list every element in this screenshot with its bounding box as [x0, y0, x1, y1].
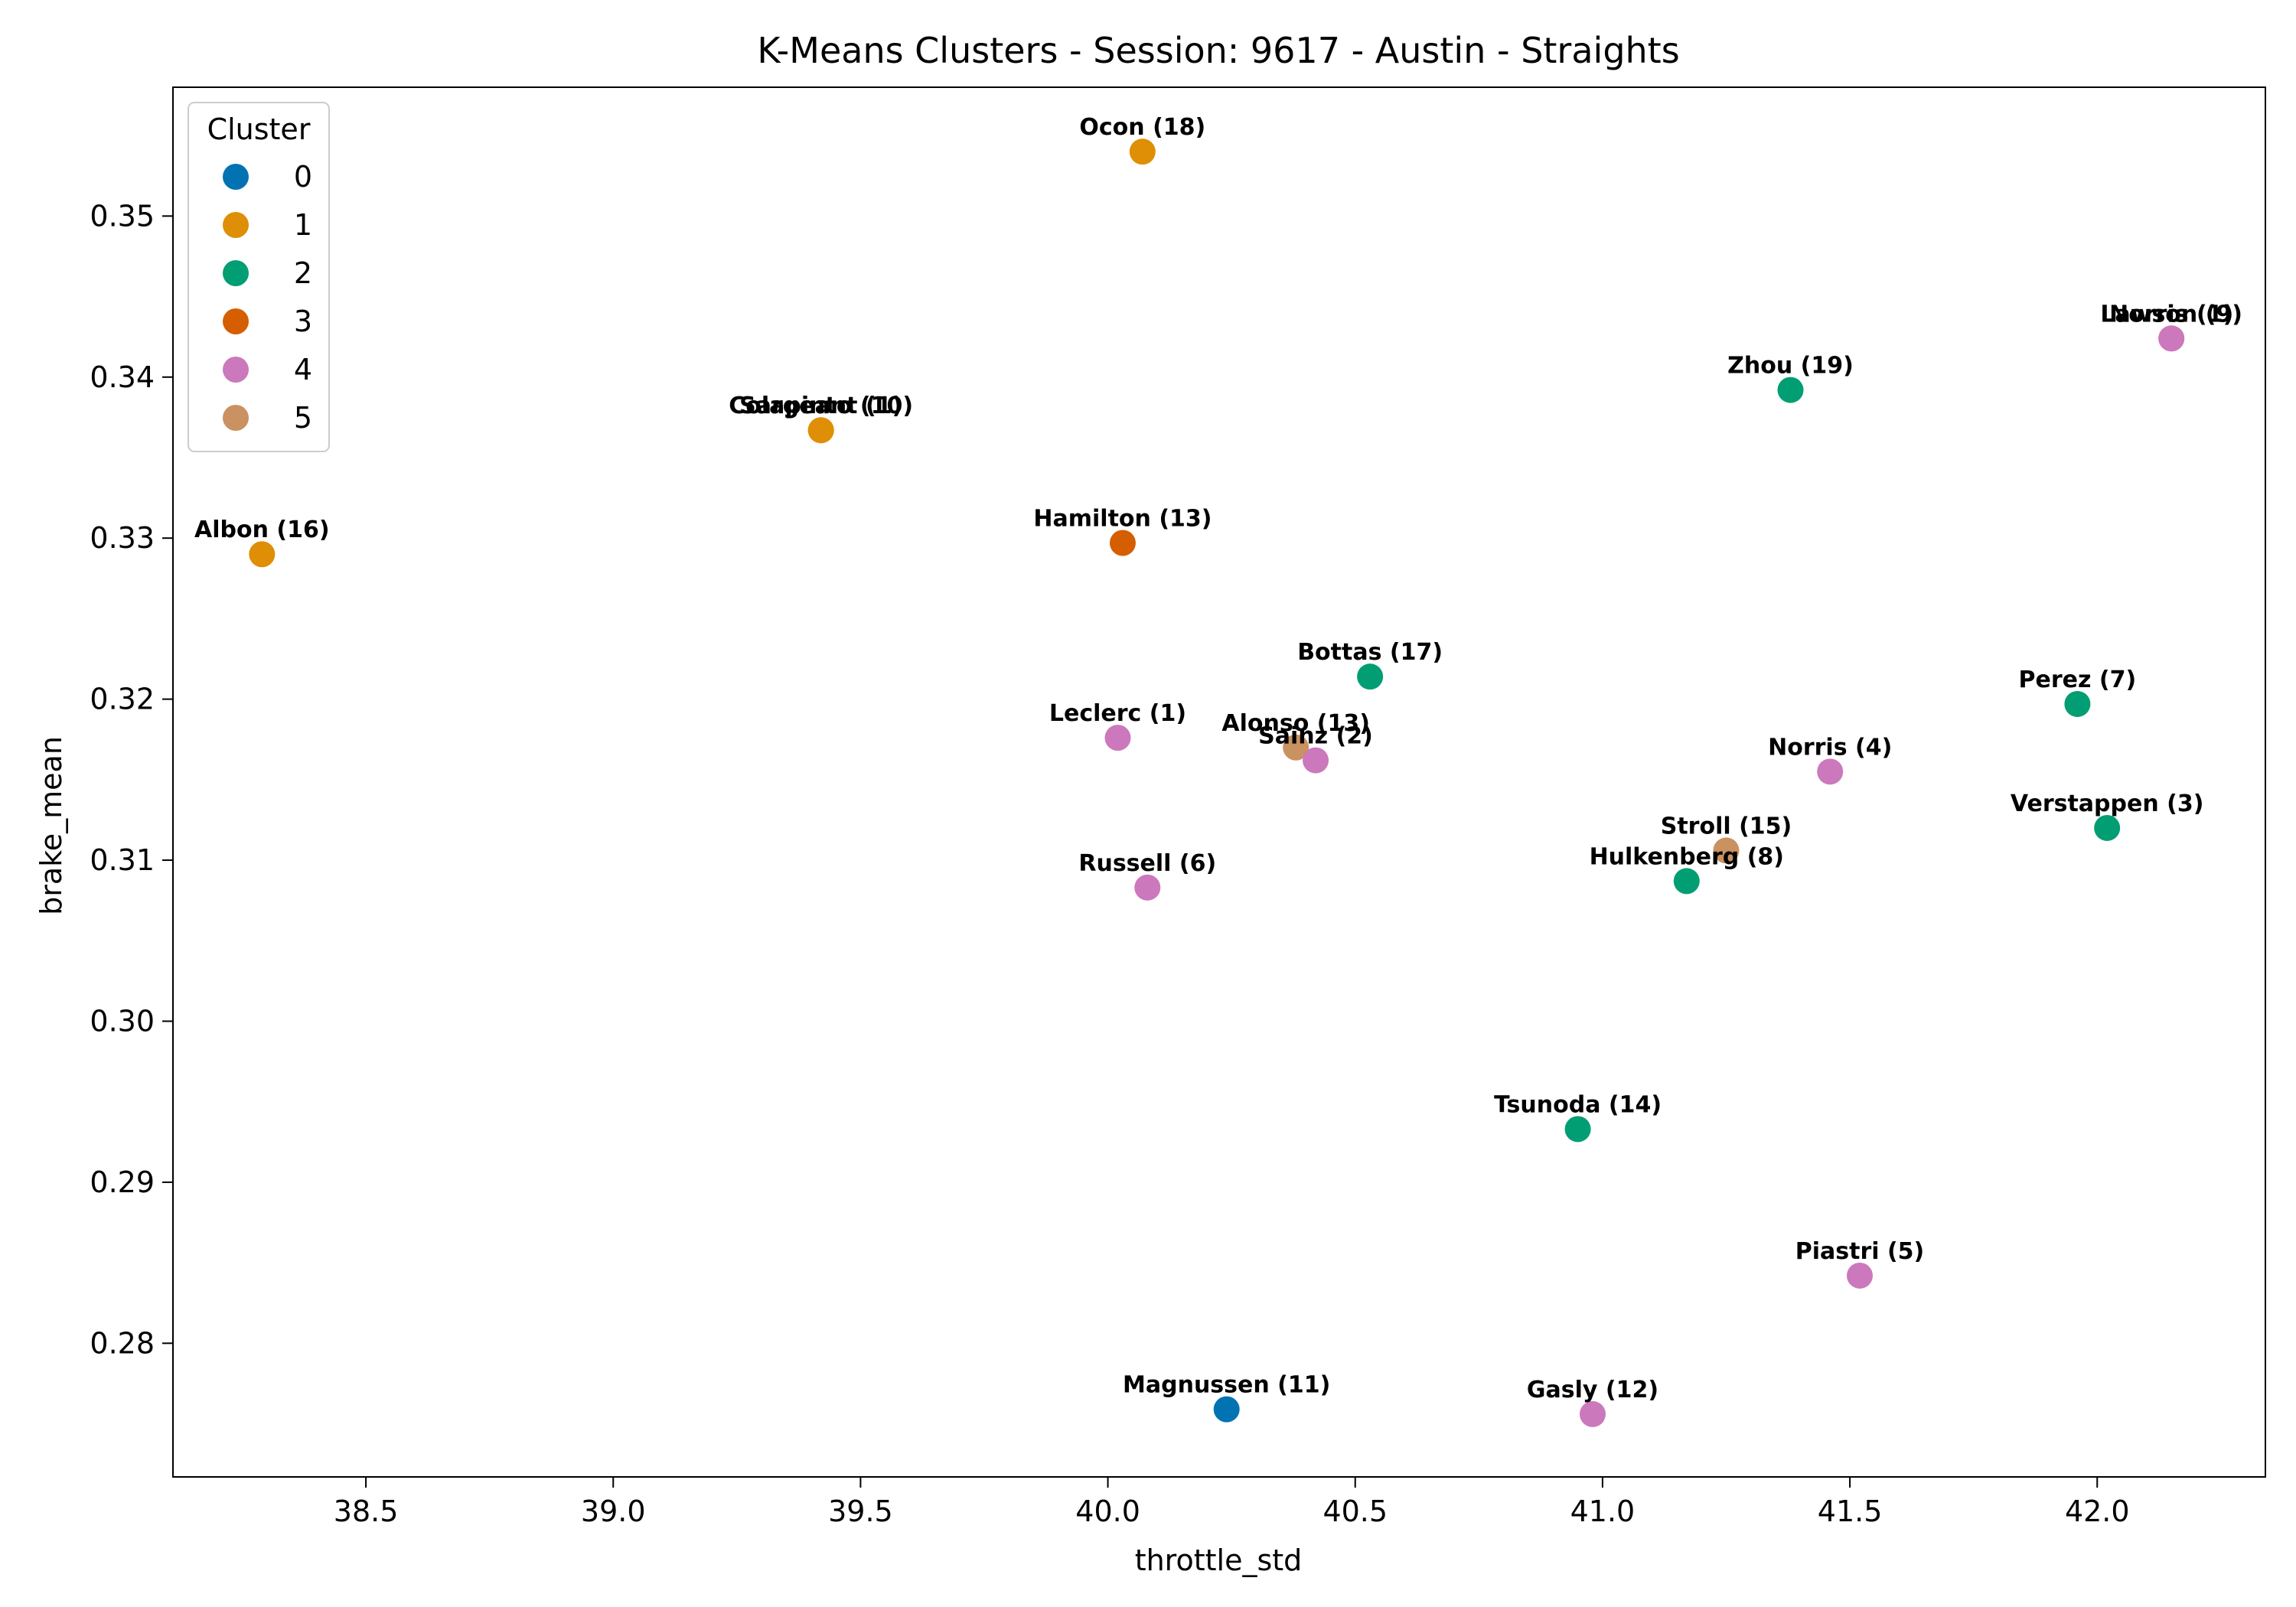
- points-layer: [249, 139, 2185, 1427]
- chart-title: K-Means Clusters - Session: 9617 - Austi…: [757, 30, 1679, 71]
- data-point: [1777, 376, 1804, 403]
- x-tick-label: 42.0: [2065, 1495, 2130, 1528]
- data-point-label: Lawson (9): [2100, 301, 2242, 328]
- legend-marker: [223, 212, 249, 238]
- data-point: [1134, 874, 1161, 901]
- data-point-label: Colapinto (10): [729, 393, 913, 419]
- data-point: [1673, 868, 1700, 895]
- data-point-label: Ocon (18): [1079, 114, 1205, 141]
- y-tick-label: 0.31: [90, 843, 155, 877]
- data-point: [1104, 725, 1131, 751]
- data-point: [1303, 747, 1329, 774]
- data-point-label: Sainz (2): [1258, 723, 1373, 750]
- data-point-label: Stroll (15): [1661, 813, 1792, 839]
- data-point-label: Sargeant (1): [739, 393, 902, 419]
- legend-marker: [223, 260, 249, 286]
- y-tick-label: 0.34: [90, 360, 155, 394]
- legend-entry-label: 4: [294, 353, 312, 386]
- data-point-label: Albon (16): [194, 517, 330, 543]
- data-point: [2094, 814, 2121, 841]
- data-point: [2158, 325, 2185, 352]
- data-point-label: Zhou (19): [1727, 353, 1854, 380]
- legend-entry-label: 0: [294, 160, 312, 194]
- data-point: [2064, 690, 2091, 717]
- legend-marker: [223, 164, 249, 190]
- legend: Cluster 0 1 2 3 4 5: [188, 102, 330, 452]
- data-point-label: Norris (1): [2109, 301, 2233, 328]
- data-point: [1129, 139, 1156, 165]
- legend-entry-label: 2: [294, 256, 312, 290]
- data-point: [1713, 837, 1740, 864]
- data-point-label: Perez (7): [2019, 667, 2137, 693]
- y-tick-label: 0.30: [90, 1004, 155, 1038]
- y-tick-label: 0.35: [90, 199, 155, 233]
- x-axis: 38.5 39.0 39.5 40.0 40.5 41.0 41.5 42.0: [334, 1477, 2130, 1528]
- data-point-label: Alonso (13): [1221, 710, 1370, 737]
- y-tick-label: 0.32: [90, 683, 155, 716]
- data-point-label: Leclerc (1): [1049, 700, 1186, 727]
- legend-entry-label: 1: [294, 208, 312, 242]
- x-tick-label: 39.5: [828, 1495, 893, 1528]
- data-point-label: Norris (4): [1768, 734, 1892, 761]
- legend-marker: [223, 308, 249, 334]
- y-tick-label: 0.33: [90, 521, 155, 555]
- data-point: [1357, 663, 1384, 690]
- x-tick-label: 41.0: [1570, 1495, 1636, 1528]
- data-point: [1109, 530, 1136, 556]
- data-point: [1847, 1262, 1874, 1289]
- data-point-label: Magnussen (11): [1123, 1372, 1330, 1399]
- legend-marker: [223, 357, 249, 383]
- legend-box: [188, 102, 330, 452]
- legend-marker: [223, 405, 249, 431]
- y-tick-label: 0.28: [90, 1326, 155, 1360]
- x-tick-label: 40.5: [1322, 1495, 1388, 1528]
- data-point: [1564, 1116, 1591, 1143]
- data-point: [249, 541, 276, 568]
- legend-entry-label: 3: [294, 305, 312, 338]
- data-point-label: Verstappen (3): [2011, 790, 2204, 817]
- data-point: [1579, 1400, 1606, 1427]
- data-point: [1213, 1396, 1240, 1423]
- legend-entry-label: 5: [294, 401, 312, 435]
- point-labels-layer: Ocon (18) Lawson (9)Norris (1) Zhou (19) Co…: [194, 114, 2242, 1403]
- data-point-label: Hamilton (13): [1033, 506, 1212, 533]
- plot-area-frame: [172, 86, 2266, 1478]
- data-point-label: Piastri (5): [1795, 1238, 1925, 1265]
- x-tick-label: 41.5: [1818, 1495, 1883, 1528]
- x-tick-label: 40.0: [1075, 1495, 1140, 1528]
- data-point: [807, 417, 834, 444]
- data-point-label: Tsunoda (14): [1494, 1091, 1662, 1118]
- x-axis-label: throttle_std: [1135, 1543, 1303, 1577]
- x-tick-label: 38.5: [334, 1495, 399, 1528]
- data-point: [1283, 734, 1309, 761]
- data-point-label: Hulkenberg (8): [1590, 843, 1784, 870]
- y-axis-label: brake_mean: [34, 736, 68, 915]
- legend-title: Cluster: [207, 112, 311, 146]
- y-axis: 0.28 0.29 0.30 0.31 0.32 0.33 0.34 0.35: [90, 199, 173, 1360]
- data-point-label: Russell (6): [1078, 850, 1216, 877]
- data-point-label: Gasly (12): [1527, 1377, 1658, 1403]
- x-tick-label: 39.0: [581, 1495, 646, 1528]
- y-tick-label: 0.29: [90, 1165, 155, 1199]
- data-point: [1817, 758, 1844, 785]
- data-point-label: Bottas (17): [1297, 639, 1443, 666]
